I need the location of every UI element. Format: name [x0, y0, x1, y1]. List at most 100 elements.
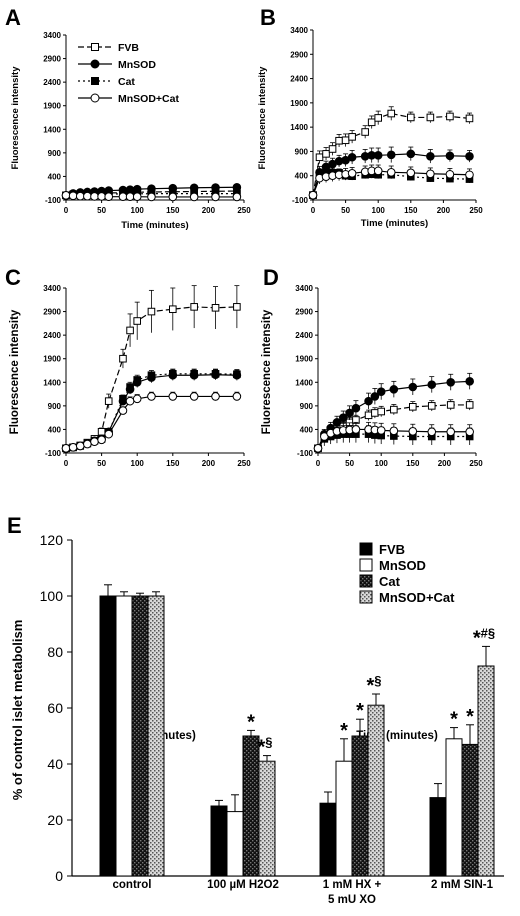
- data-point: [147, 307, 156, 316]
- data-point: [133, 376, 141, 384]
- data-point: [341, 136, 350, 145]
- data-point: [190, 303, 198, 311]
- y-axis-title: Fluorescence intensity: [257, 66, 268, 170]
- x-tick-label: 200: [202, 459, 216, 468]
- data-point: [376, 387, 386, 397]
- data-point: [389, 426, 399, 436]
- data-point: [168, 392, 178, 401]
- data-point: [374, 114, 382, 122]
- y-axis-title: Fluorescence intensity: [10, 66, 21, 170]
- data-point: [389, 385, 399, 394]
- y-tick-label: 20: [47, 812, 63, 828]
- data-point: [427, 402, 436, 410]
- data-point: [61, 443, 71, 453]
- x-tick-label: 150: [166, 206, 180, 215]
- legend-marker: [91, 43, 99, 51]
- data-point: [446, 112, 454, 121]
- legend-label: Cat: [379, 574, 401, 589]
- data-point: [347, 152, 357, 162]
- x-tick-label: 0: [64, 206, 69, 215]
- data-point: [347, 168, 357, 178]
- significance-mark: *: [340, 720, 348, 742]
- y-tick-label: 1400: [290, 123, 308, 132]
- data-point: [90, 437, 99, 446]
- y-tick-label: 40: [47, 756, 63, 772]
- data-point: [233, 370, 241, 379]
- legend-label: FVB: [118, 42, 139, 54]
- data-point: [445, 169, 455, 179]
- y-tick-label: 120: [40, 532, 64, 548]
- data-point: [211, 304, 220, 312]
- data-point: [233, 303, 241, 311]
- data-point: [465, 377, 474, 386]
- bar-mnsod-cat: [367, 704, 385, 877]
- data-point: [426, 151, 435, 161]
- data-point: [408, 427, 418, 436]
- y-tick-label: 3400: [290, 26, 308, 35]
- y-tick-label: 400: [300, 425, 314, 434]
- bar-mnsod-cat: [147, 595, 165, 877]
- data-point: [132, 192, 142, 201]
- data-point: [119, 394, 127, 403]
- y-tick-label: 400: [48, 425, 62, 434]
- legend-marker: [90, 93, 100, 103]
- y-tick-label: 80: [47, 644, 63, 660]
- data-point: [68, 191, 78, 201]
- data-point: [97, 192, 106, 201]
- panel-label-D: D: [263, 265, 279, 290]
- x-tick-label: 250: [469, 459, 483, 468]
- data-point: [126, 326, 134, 335]
- bar-fvb: [429, 797, 447, 877]
- data-point: [232, 392, 242, 401]
- data-point: [90, 192, 99, 201]
- y-tick-label: 1400: [295, 378, 313, 387]
- y-tick-label: 2900: [43, 308, 61, 317]
- bar-cat: [461, 743, 479, 877]
- category-label-line: 1 mM HX +: [323, 879, 382, 891]
- data-point: [351, 403, 361, 413]
- data-point: [118, 192, 128, 201]
- y-tick-label: 1900: [43, 102, 61, 111]
- significance-mark: *#§: [473, 625, 495, 649]
- data-point: [132, 394, 142, 404]
- x-tick-label: 0: [64, 459, 69, 468]
- y-tick-label: 2900: [295, 308, 313, 317]
- data-point: [370, 392, 380, 401]
- legend-marker: [91, 77, 99, 85]
- data-point: [118, 406, 128, 415]
- data-point: [446, 377, 456, 387]
- data-point: [68, 443, 78, 452]
- data-point: [465, 170, 474, 180]
- y-tick-label: -100: [297, 449, 314, 458]
- data-point: [211, 192, 220, 202]
- data-point: [446, 401, 455, 409]
- data-point: [169, 305, 177, 314]
- data-point: [367, 118, 376, 127]
- data-point: [83, 439, 92, 449]
- y-tick-label: 1900: [295, 355, 313, 364]
- x-tick-label: 50: [341, 206, 350, 215]
- y-tick-label: 1400: [43, 378, 61, 387]
- data-point: [168, 192, 178, 202]
- x-tick-label: 0: [316, 459, 321, 468]
- y-tick-label: 900: [295, 147, 309, 156]
- data-point: [189, 392, 199, 401]
- category-label: control: [113, 879, 152, 891]
- y-tick-label: 3400: [43, 284, 61, 293]
- bar-mnsod: [445, 738, 463, 877]
- data-point: [189, 192, 199, 202]
- data-point: [97, 435, 106, 445]
- data-point: [75, 441, 85, 451]
- panel-label-E: E: [7, 513, 22, 538]
- data-point: [364, 411, 373, 420]
- x-tick-label: 150: [406, 459, 420, 468]
- data-point: [386, 168, 396, 177]
- data-point: [446, 427, 456, 437]
- data-point: [133, 317, 141, 325]
- data-point: [125, 396, 135, 406]
- x-tick-label: 250: [237, 459, 251, 468]
- x-tick-label: 200: [438, 459, 452, 468]
- x-tick-label: 250: [237, 206, 251, 215]
- bar-mnsod-cat: [258, 760, 276, 877]
- category-label: 1 mM HX + 5 mU XO: [323, 879, 382, 906]
